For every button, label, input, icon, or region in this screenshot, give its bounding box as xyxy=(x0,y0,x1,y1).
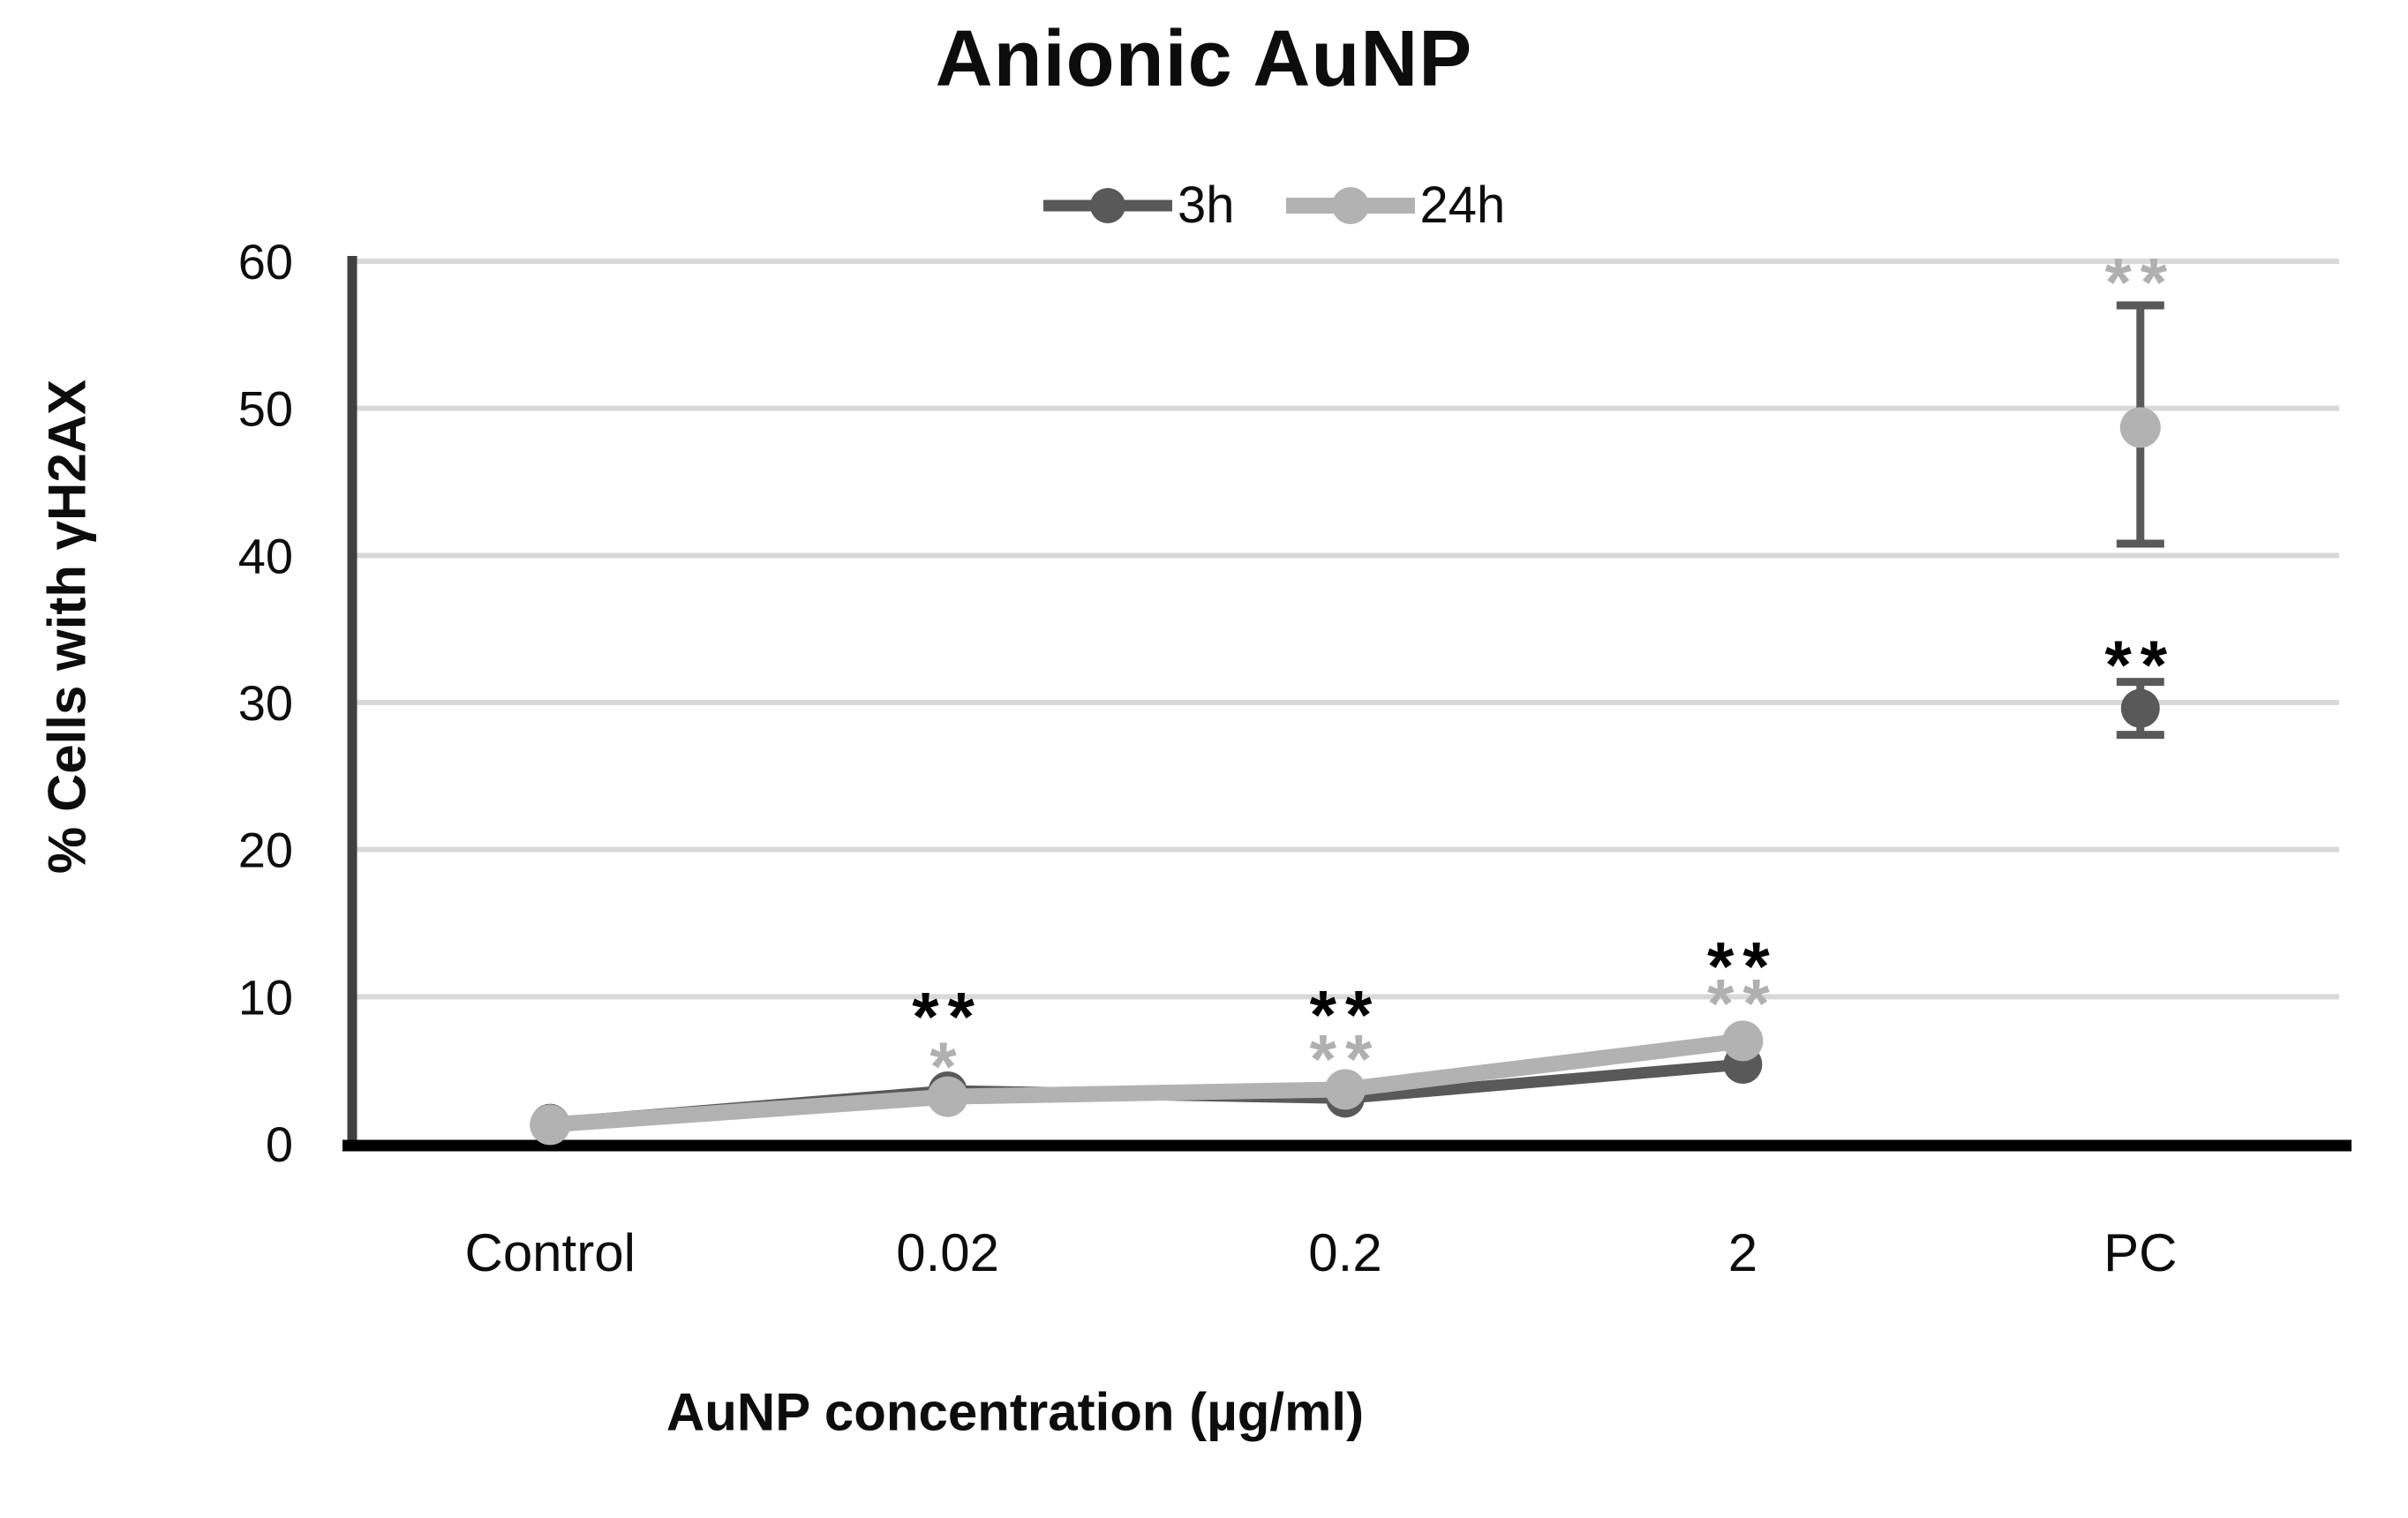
y-axis-title: % Cells with γH2AX xyxy=(37,379,97,875)
significance-asterisks-3h-4: ** xyxy=(1707,928,1779,1005)
chart-title: Anionic AuNP xyxy=(935,15,1473,103)
significance-asterisks-3h-2: ** xyxy=(1310,976,1381,1054)
legend: 3h 24h xyxy=(1042,180,1505,231)
data-point-24h-PC xyxy=(2119,407,2161,448)
data-point-3h-PC xyxy=(2120,688,2160,728)
y-tick-label-40: 40 xyxy=(238,528,293,583)
significance-asterisks-3h-7: ** xyxy=(2104,626,2176,703)
legend-item-3h: 3h xyxy=(1042,180,1235,231)
legend-line-marker-24h-icon xyxy=(1285,187,1415,224)
y-tick-label-0: 0 xyxy=(266,1116,293,1172)
y-tick-label-60: 60 xyxy=(238,234,293,289)
y-tick-label-50: 50 xyxy=(238,381,293,437)
series-line-24h xyxy=(542,1033,1751,1133)
x-tick-label-0.2: 0.2 xyxy=(1308,1223,1381,1282)
x-tick-label-2: 2 xyxy=(1728,1223,1757,1282)
legend-label-3h: 3h xyxy=(1178,177,1235,234)
data-point-24h-Control xyxy=(530,1104,571,1146)
significance-asterisks-24h-3: ** xyxy=(1310,1020,1381,1098)
data-point-24h-0.2 xyxy=(1325,1069,1366,1110)
legend-line-marker-3h-icon xyxy=(1043,188,1172,223)
significance-asterisks-3h-0: ** xyxy=(912,977,983,1055)
y-tick-label-30: 30 xyxy=(238,675,293,731)
y-tick-label-10: 10 xyxy=(238,969,293,1025)
x-tick-label-0.02: 0.02 xyxy=(896,1223,999,1282)
x-tick-label-Control: Control xyxy=(464,1223,635,1282)
significance-asterisks-24h-6: ** xyxy=(2104,244,2176,321)
y-tick-label-20: 20 xyxy=(238,823,293,878)
data-point-24h-2 xyxy=(1722,1020,1764,1062)
significance-asterisks-24h-5: ** xyxy=(1707,964,1779,1041)
legend-label-24h: 24h xyxy=(1419,177,1506,234)
data-point-24h-0.02 xyxy=(927,1076,968,1117)
x-axis-title: AuNP concentration (µg/ml) xyxy=(666,1382,1365,1442)
legend-item-24h: 24h xyxy=(1284,177,1506,234)
x-tick-label-PC: PC xyxy=(2103,1223,2177,1282)
significance-asterisks-24h-1: * xyxy=(929,1027,965,1105)
